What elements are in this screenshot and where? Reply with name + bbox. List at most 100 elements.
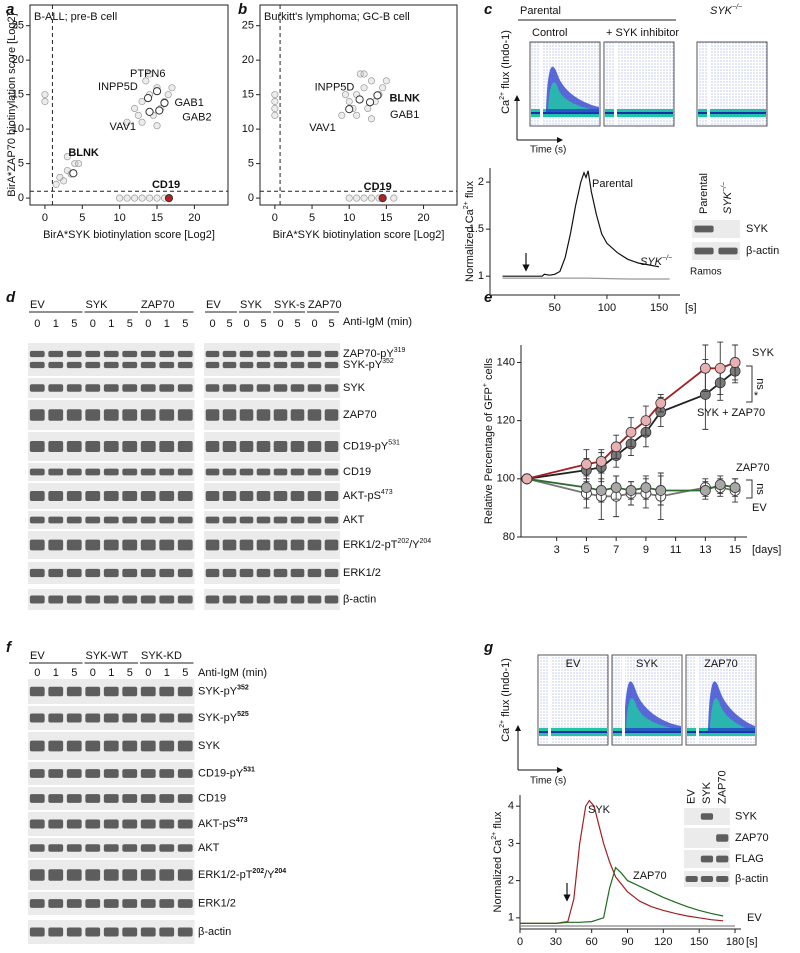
y-axis-label-part: Relative Percentage of GFP [483,387,495,524]
chart: 3 5 7 9 11 13 15 80 100 120 140 [days] Relative Perc… [482,341,781,556]
blot-band [66,794,82,803]
blot-row-label: ERK1/2-pT202/Y204 [198,868,286,881]
lane-label: 5 [182,318,188,330]
blot-row-label-part: ERK1/2 [343,567,381,579]
blot-band [159,927,175,937]
blot-band [177,595,193,604]
highlight-point [164,194,174,203]
blot-band [256,384,271,392]
point [75,160,83,168]
blot-group: ZAP70 [141,299,175,311]
blot-band [85,468,101,476]
blot-band [122,568,138,578]
blot-band [48,568,64,578]
blot-band [85,384,101,392]
blot-band [103,844,119,852]
blot-band [29,361,45,369]
flow-response-core [626,698,672,728]
blot-band [716,834,729,842]
panel-label: e [484,289,492,306]
blot-row-label: SYK [343,382,366,394]
x-tick-label: 0 [272,212,278,224]
blot-band [239,409,254,421]
blot-band [48,491,64,501]
blot-band [140,713,156,723]
blot-band [222,384,237,392]
blot-band [122,927,138,937]
blot-band [85,595,101,604]
blot-band [324,516,339,524]
blot-band [103,927,119,937]
blot-band [159,468,175,476]
blot-group: SYK [240,299,263,311]
chart: 0 30 60 90 120 150 180 1 2 3 4 [s] Normalized Ca2+ f… [491,795,762,948]
y-tick-label: 1.5 [469,223,484,235]
blot-band [290,568,305,578]
blot-strip [204,463,340,481]
series-label: SYK−/− [640,255,672,268]
x-tick-label: 3 [554,544,560,556]
lane-label: 0 [90,318,96,330]
blot-band [273,409,288,421]
x-unit: [s] [685,302,697,314]
blot-row-label-part: FLAG [735,853,764,865]
flow-gap [548,656,551,744]
blot-band [48,713,64,723]
blot-band [307,468,322,476]
blot-band [159,595,175,604]
blot-band [140,686,156,697]
flow-core [539,731,607,733]
marker [655,397,667,409]
point [41,98,49,106]
point [345,194,353,202]
blot-row-label-part: 473 [381,489,393,496]
blot-band [177,440,193,453]
point-label: PTPN6 [130,68,165,80]
blot-band [66,539,82,551]
blot-band [122,686,138,697]
blot-row-label-part: β-actin [735,873,768,885]
marker [640,415,652,427]
x-tick-label: 13 [699,544,711,556]
marker [714,479,726,491]
y-tick-label: 0 [18,192,24,204]
blot-band [66,686,82,697]
blot-row-label-part: CD19-pY [343,440,389,452]
marker [625,485,637,496]
blot-row-label-part: 531 [243,767,255,774]
blot-row-label-part: β-actin [198,926,231,938]
blot-band [694,225,714,233]
blot-band [122,516,138,524]
blot-band [48,794,64,803]
flow-y-label: Ca2+ flux (Indo-1) [499,30,512,114]
blot-band [307,409,322,421]
x-tick-label: 15 [729,544,741,556]
lane-label: 0 [90,667,96,679]
series-label: SYK + ZAP70 [697,407,765,419]
x-tick-label: 15 [380,212,392,224]
blot-band [85,491,101,501]
blot-row-label-part: SYK-pY [198,685,238,697]
blot-band [256,361,271,369]
x-tick-label: 0 [517,936,523,948]
blot-band [29,927,45,937]
blot-band [66,844,82,852]
series-label: SYK [588,804,611,816]
point [134,111,142,119]
point [360,194,368,202]
blot-row-label-part: SYK [343,382,366,394]
blot-band [140,440,156,453]
marker [581,482,592,493]
blot-band [159,844,175,852]
flow-plot [603,41,675,127]
blot-band [140,384,156,392]
blot-band [273,440,288,453]
blot-band [48,769,64,778]
point [138,118,146,126]
blot-band [66,713,82,723]
blot-band [122,819,138,829]
blot-group: SYK-KD [141,650,182,662]
point [271,91,279,99]
highlight-point [345,105,354,114]
point [52,180,60,188]
